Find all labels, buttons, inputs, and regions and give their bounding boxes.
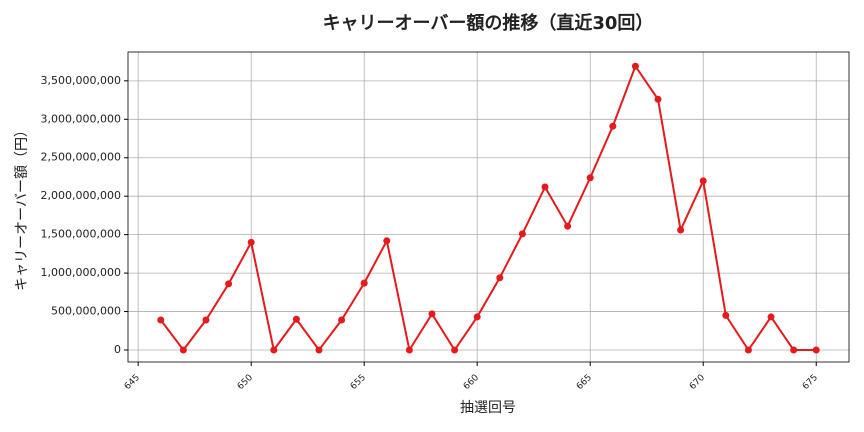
data-point [722, 311, 730, 319]
data-point [586, 174, 594, 182]
data-point [451, 346, 459, 354]
x-tick-label: 650 [236, 373, 255, 392]
y-tick-label: 3,500,000,000 [41, 74, 121, 87]
x-tick-label: 675 [801, 373, 820, 392]
plot-frame [127, 51, 850, 363]
x-tick-label: 670 [688, 373, 707, 392]
x-tick-label: 645 [123, 373, 142, 392]
x-axis-label: 抽選回号 [460, 400, 516, 416]
data-point [202, 316, 210, 324]
data-point [225, 280, 233, 288]
data-point [247, 238, 255, 246]
data-point [744, 346, 752, 354]
data-point [699, 177, 707, 185]
data-point [383, 237, 391, 245]
data-point [315, 346, 323, 354]
data-point [473, 313, 481, 321]
data-line [159, 64, 817, 353]
data-point [812, 346, 820, 354]
chart-title: キャリーオーバー額の推移（直近30回） [323, 12, 654, 34]
data-point [767, 313, 775, 321]
data-point [270, 346, 278, 354]
y-tick-label: 1,000,000,000 [41, 266, 121, 279]
data-point [292, 315, 300, 323]
data-point [405, 346, 413, 354]
data-point [428, 310, 436, 318]
data-point [157, 316, 165, 324]
data-point [564, 222, 572, 230]
data-point [631, 62, 639, 70]
y-tick-label: 2,000,000,000 [41, 189, 121, 202]
data-point [654, 95, 662, 103]
data-point [518, 230, 526, 238]
y-tick-label: 3,000,000,000 [41, 112, 121, 125]
data-point [360, 279, 368, 287]
data-point [790, 346, 798, 354]
x-tick-label: 660 [462, 373, 481, 392]
data-point [179, 346, 187, 354]
data-point [677, 226, 685, 234]
y-axis-label: キャリーオーバー額（円） [14, 123, 30, 291]
y-tick-label: 2,500,000,000 [41, 151, 121, 164]
data-point [609, 122, 617, 130]
x-tick-label: 655 [349, 373, 368, 392]
x-tick-label: 665 [575, 373, 594, 392]
data-point [496, 274, 504, 282]
data-point [338, 316, 346, 324]
y-tick-label: 0 [114, 343, 121, 356]
y-tick-label: 500,000,000 [51, 305, 121, 318]
data-point [541, 183, 549, 191]
y-tick-label: 1,500,000,000 [41, 228, 121, 241]
